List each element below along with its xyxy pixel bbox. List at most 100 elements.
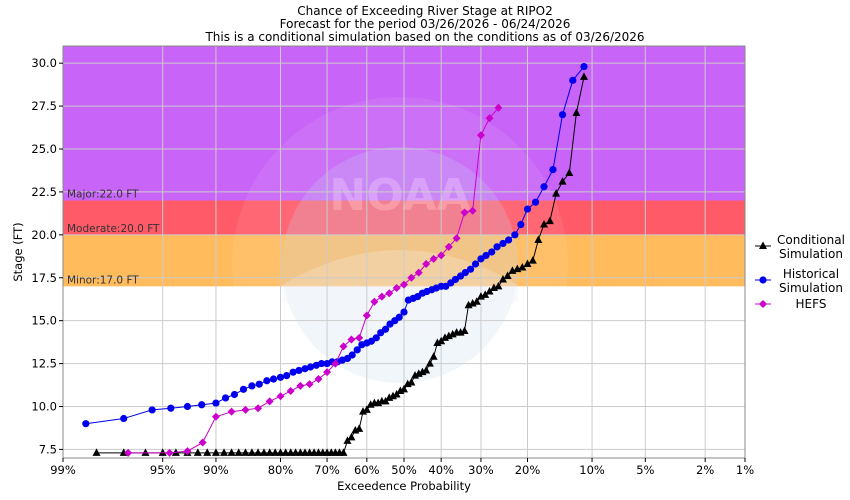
point-conditional (271, 448, 280, 456)
point-historical (283, 372, 291, 380)
point-historical (580, 63, 588, 71)
point-historical (569, 76, 577, 84)
noaa-logo-watermark-icon: NOAA (232, 97, 568, 433)
point-historical (400, 308, 408, 316)
point-historical (148, 406, 156, 414)
svg-text:NOAA: NOAA (329, 170, 470, 221)
point-conditional (485, 286, 494, 295)
point-hefs (437, 251, 446, 260)
point-conditional (227, 448, 236, 456)
point-historical (558, 111, 567, 119)
point-historical (301, 365, 309, 373)
point-conditional (281, 448, 290, 456)
legend: ConditionalSimulationHistoricalSimulatio… (755, 233, 845, 311)
point-hefs (339, 342, 348, 351)
point-hefs (198, 438, 207, 447)
point-conditional (407, 377, 416, 386)
x-tick-label: 95% (150, 463, 176, 477)
point-conditional (528, 256, 537, 264)
y-axis-label: Stage (FT) (11, 222, 25, 281)
legend-marker-hefs (759, 300, 767, 308)
point-hefs (124, 448, 133, 457)
point-hefs (296, 381, 305, 390)
point-hefs (286, 387, 295, 396)
point-hefs (400, 280, 408, 289)
point-historical (263, 377, 271, 385)
point-hefs (305, 380, 314, 389)
point-hefs (385, 289, 394, 298)
legend-label: Simulation (779, 247, 843, 261)
legend-label: HEFS (796, 297, 827, 311)
point-historical (517, 220, 525, 229)
point-conditional (540, 220, 549, 228)
point-hefs (165, 448, 174, 457)
x-axis-label: Exceedence Probability (337, 479, 471, 493)
point-hefs (241, 405, 250, 414)
point-historical (306, 363, 315, 371)
point-hefs (183, 447, 192, 456)
x-tick-label: 5% (636, 463, 654, 477)
x-tick-label: 80% (268, 463, 294, 477)
point-historical (82, 420, 90, 428)
x-tick-label: 60% (354, 463, 380, 477)
y-tick-label: 25.0 (31, 142, 57, 156)
x-tick-label: 10% (579, 463, 605, 477)
point-hefs (444, 242, 453, 251)
x-tick-label: 2% (696, 463, 714, 477)
legend-label: Conditional (777, 233, 845, 247)
point-hefs (314, 375, 323, 384)
point-conditional (141, 448, 150, 456)
x-axis: 99% 95% 90% 80% 70% 60% 50% 40% 30% 20% 10% 5% 2% 1% (50, 458, 754, 477)
point-hefs (227, 407, 236, 416)
legend-label: Historical (783, 267, 839, 281)
y-tick-label: 12.5 (31, 357, 57, 371)
point-conditional (460, 326, 469, 334)
point-hefs (422, 260, 431, 269)
point-hefs (452, 234, 461, 243)
point-hefs (276, 392, 285, 401)
point-conditional (558, 177, 567, 185)
point-historical (167, 404, 175, 412)
point-historical (120, 414, 128, 423)
point-conditional (572, 108, 581, 116)
point-hefs (392, 284, 401, 293)
point-hefs (460, 208, 469, 217)
point-conditional (247, 448, 256, 456)
legend-marker-historical (759, 276, 767, 284)
point-historical (295, 366, 303, 375)
point-historical (372, 334, 380, 342)
grid-lines (62, 46, 746, 458)
x-tick-label: 40% (428, 463, 454, 477)
point-conditional (565, 168, 574, 177)
point-conditional (362, 405, 371, 413)
point-conditional (503, 271, 512, 280)
point-conditional (276, 448, 285, 456)
point-historical (488, 248, 496, 256)
point-historical (451, 275, 460, 284)
x-tick-label: 20% (515, 463, 541, 477)
point-conditional (472, 297, 481, 305)
y-tick-label: 10.0 (31, 400, 57, 414)
point-hefs (407, 273, 416, 282)
point-conditional (579, 72, 588, 80)
point-hefs (494, 103, 503, 112)
point-conditional (422, 365, 431, 374)
y-tick-label: 7.5 (39, 442, 57, 456)
legend-marker-conditional (759, 241, 767, 249)
point-conditional (241, 448, 250, 456)
chart-subtitle: Forecast for the period 03/26/2026 - 06/… (279, 17, 571, 31)
point-hefs (414, 268, 423, 277)
y-tick-label: 22.5 (31, 185, 57, 199)
series-layer (82, 63, 588, 457)
point-historical (381, 325, 390, 333)
x-tick-label: 1% (736, 463, 754, 477)
y-tick-label: 20.0 (31, 228, 57, 242)
point-conditional (203, 448, 212, 456)
point-hefs (476, 131, 485, 140)
point-conditional (92, 448, 101, 456)
point-historical (289, 368, 297, 376)
point-historical (461, 269, 469, 277)
